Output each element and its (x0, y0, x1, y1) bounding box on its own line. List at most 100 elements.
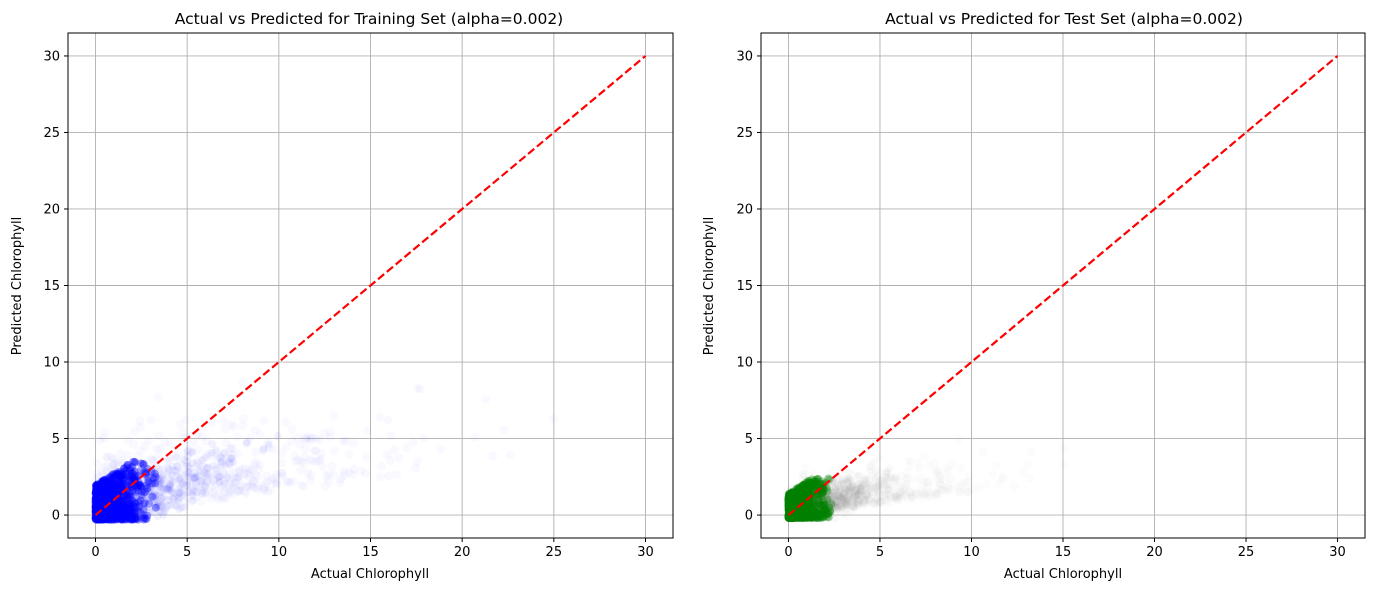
test-sparse-point (978, 447, 987, 456)
training-dense-point (94, 500, 103, 509)
test-band-point (804, 512, 813, 521)
training-band-point (130, 489, 139, 498)
training-dense-point (115, 488, 124, 497)
test-band-point (812, 495, 821, 504)
training-dense-point (101, 510, 110, 519)
test-band-point (854, 491, 863, 500)
test-band-point (802, 509, 811, 518)
training-band-point (156, 483, 165, 492)
test-dense-point (824, 513, 833, 522)
training-dense-point (108, 502, 117, 511)
training-dense-point (117, 504, 126, 513)
test-band-point (828, 489, 837, 498)
test-y-tick-label: 20 (736, 202, 753, 217)
test-band-point (798, 514, 807, 523)
training-dense-point (96, 496, 105, 505)
training-band-point (201, 453, 210, 462)
training-dense-point (125, 476, 134, 485)
test-dense-point (794, 489, 803, 498)
training-dense-point (92, 485, 101, 494)
training-dense-point (109, 482, 118, 491)
training-dense-point (114, 477, 123, 486)
test-dense-point (785, 503, 794, 512)
training-dense-point (113, 503, 122, 512)
training-band-point (126, 501, 135, 510)
test-band-point (810, 510, 819, 519)
test-band-point (797, 514, 806, 523)
training-dense-point (113, 511, 122, 520)
training-sparse-point (549, 414, 558, 423)
training-band-point (128, 484, 137, 493)
test-band-point (794, 509, 803, 518)
training-dense-point (112, 499, 121, 508)
training-dense-point (92, 484, 101, 493)
test-dense-point (806, 481, 815, 490)
training-band-point (145, 483, 154, 492)
training-dense-point (101, 478, 110, 487)
test-band-point (789, 502, 798, 511)
training-dense-point (95, 489, 104, 498)
training-dense-point (92, 513, 101, 522)
training-dense-point (93, 500, 102, 509)
training-dense-point (105, 486, 114, 495)
test-band-point (789, 514, 798, 523)
test-band-point (799, 500, 808, 509)
training-dense-point (120, 505, 129, 514)
test-dense-point (786, 494, 795, 503)
training-dense-point (98, 515, 107, 524)
training-band-point (110, 515, 119, 524)
test-dense-point (817, 491, 826, 500)
test-band-point (842, 498, 851, 507)
training-band-point (106, 493, 115, 502)
training-dense-point (100, 505, 109, 514)
training-dense-point (114, 475, 123, 484)
test-band-point (812, 500, 821, 509)
training-band-point (128, 465, 137, 474)
test-dense-point (792, 497, 801, 506)
test-band-point (851, 486, 860, 495)
training-dense-point (122, 507, 131, 516)
training-dense-point (101, 515, 110, 524)
training-band-point (122, 499, 131, 508)
training-dense-point (137, 487, 146, 496)
training-dense-point (92, 498, 101, 507)
training-dense-point (92, 489, 101, 498)
training-dense-point (91, 513, 100, 522)
test-band-point (833, 503, 842, 512)
training-dense-point (96, 483, 105, 492)
training-dense-point (108, 499, 117, 508)
training-band-point (115, 512, 124, 521)
training-dense-point (104, 513, 113, 522)
test-band-point (798, 506, 807, 515)
training-band-point (127, 496, 136, 505)
training-band-point (143, 477, 152, 486)
training-band-point (167, 484, 176, 493)
training-dense-point (132, 514, 141, 523)
test-band-point (842, 497, 851, 506)
training-band-point (121, 515, 130, 524)
training-dense-point (106, 482, 115, 491)
training-dense-point (98, 477, 107, 486)
training-band-point (136, 511, 145, 520)
test-band-point (848, 480, 857, 489)
test-band-point (834, 488, 843, 497)
test-dense-point (819, 512, 828, 521)
test-band-point (828, 502, 837, 511)
training-band-point (123, 506, 132, 515)
test-band-point (827, 477, 836, 486)
test-set-panel: Actual vs Predicted for Test Set (alpha=… (702, 10, 1366, 582)
training-dense-point (107, 480, 116, 489)
training-sparse-point (383, 450, 392, 459)
training-dense-point (104, 509, 113, 518)
training-dense-point (95, 497, 104, 506)
test-band-point (806, 513, 815, 522)
test-dense-point (796, 484, 805, 493)
training-band-point (152, 476, 161, 485)
training-band-point (106, 494, 115, 503)
test-band-point (802, 498, 811, 507)
training-dense-point (118, 468, 127, 477)
training-dense-point (91, 496, 100, 505)
test-y-tick-label: 5 (745, 432, 753, 447)
test-band-point (856, 482, 865, 491)
training-band-point (202, 477, 211, 486)
